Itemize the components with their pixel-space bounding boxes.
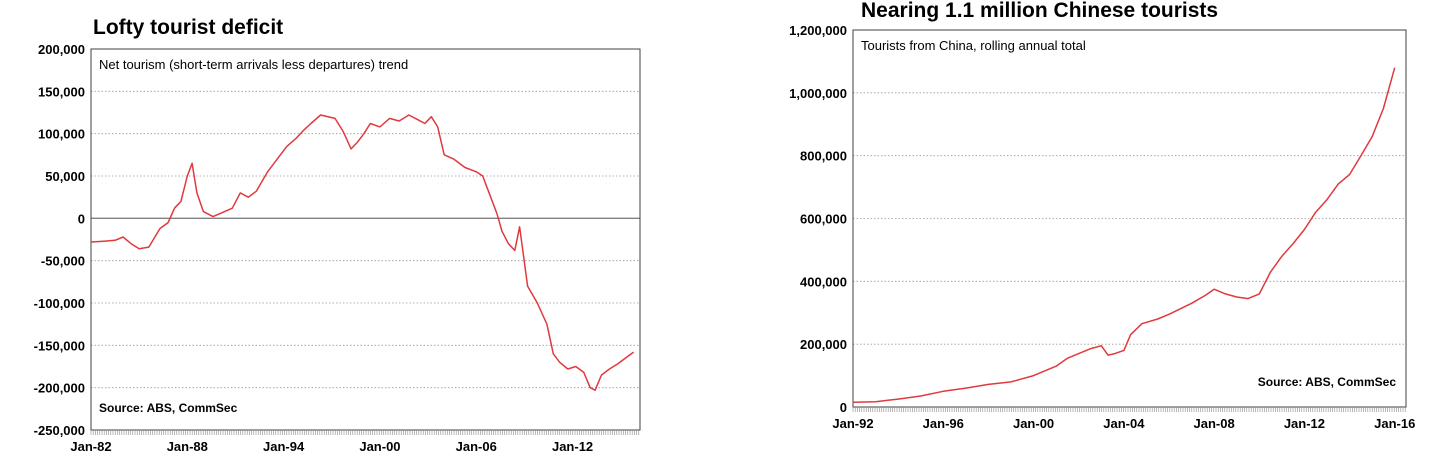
y-tick-label: 400,000 <box>800 274 847 289</box>
x-tick-label: Jan-04 <box>1103 416 1145 431</box>
series-line <box>852 67 1396 404</box>
x-tick-label: Jan-92 <box>832 416 873 431</box>
y-tick-label: 600,000 <box>800 212 847 227</box>
x-tick-label: Jan-94 <box>263 439 305 454</box>
y-tick-label: -250,000 <box>34 423 85 438</box>
y-tick-label: -100,000 <box>34 296 85 311</box>
y-tick-label: 1,200,000 <box>789 23 847 38</box>
x-axis-minor-ticks <box>90 430 640 435</box>
y-tick-label: 50,000 <box>45 169 85 184</box>
y-tick-label: 150,000 <box>38 84 85 99</box>
x-axis-minor-ticks <box>852 407 1406 412</box>
y-tick-label: -150,000 <box>34 338 85 353</box>
net-tourism-chart: 200,000 150,000 100,000 50,000 0 -50,000 -100,… <box>34 42 641 454</box>
x-tick-label: Jan-00 <box>359 439 400 454</box>
y-tick-label: 200,000 <box>800 337 847 352</box>
y-tick-label: -50,000 <box>41 254 85 269</box>
chinese-tourists-chart: 0 200,000 400,000 600,000 800,000 1,000,000 1,… <box>789 23 1415 431</box>
source-note: Source: ABS, CommSec <box>1258 375 1397 389</box>
x-tick-label: Jan-96 <box>923 416 964 431</box>
chart-panel-chinese-tourists: Nearing 1.1 million Chinese tourists 0 20… <box>720 0 1440 467</box>
x-tick-label: Jan-00 <box>1013 416 1054 431</box>
x-tick-label: Jan-12 <box>1284 416 1325 431</box>
series-line <box>90 114 635 391</box>
chart-title: Nearing 1.1 million Chinese tourists <box>861 0 1219 22</box>
y-tick-label: 0 <box>78 211 85 226</box>
y-tick-label: 200,000 <box>38 42 85 57</box>
chart-title: Lofty tourist deficit <box>93 16 284 39</box>
plot-border <box>90 48 641 431</box>
x-tick-label: Jan-08 <box>1194 416 1235 431</box>
x-tick-label: Jan-12 <box>552 439 593 454</box>
y-tick-label: -200,000 <box>34 381 85 396</box>
y-tick-label: 1,000,000 <box>789 86 847 101</box>
y-tick-label: 800,000 <box>800 149 847 164</box>
x-tick-label: Jan-82 <box>70 439 111 454</box>
y-tick-label: 100,000 <box>38 127 85 142</box>
chart-annotation: Net tourism (short-term arrivals less de… <box>99 57 408 72</box>
x-tick-label: Jan-88 <box>167 439 208 454</box>
source-note: Source: ABS, CommSec <box>99 401 238 415</box>
x-tick-label: Jan-16 <box>1374 416 1415 431</box>
y-tick-label: 0 <box>840 400 847 415</box>
chart-annotation: Tourists from China, rolling annual tota… <box>861 38 1086 53</box>
x-tick-label: Jan-06 <box>456 439 497 454</box>
chart-panel-net-tourism: Lofty tourist deficit 200,000 150,000 100,… <box>34 16 641 454</box>
plot-border <box>852 29 1407 408</box>
plot-area <box>91 49 640 430</box>
